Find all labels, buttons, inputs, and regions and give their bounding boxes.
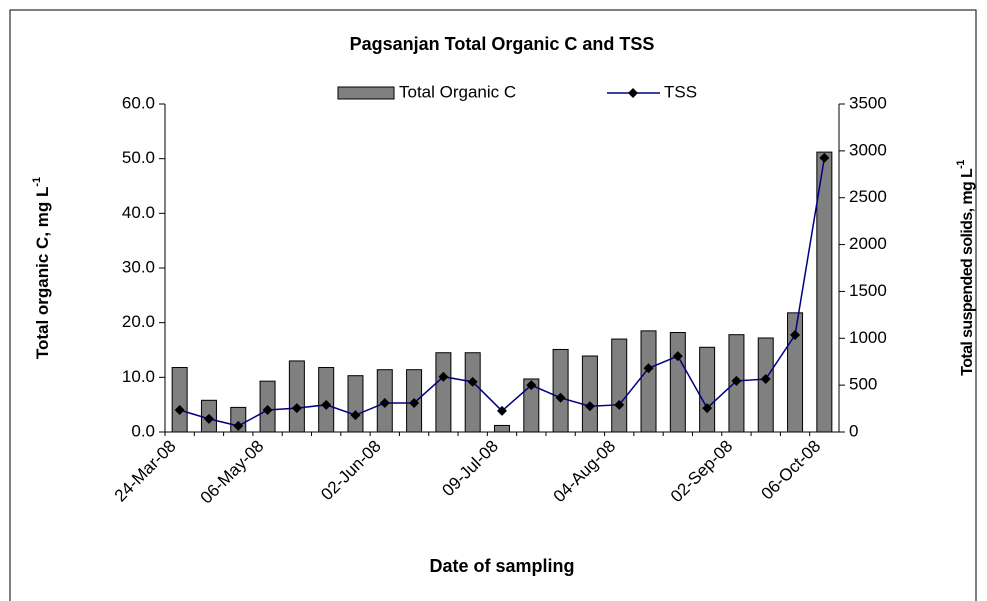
y2-tick-label: 0 [849, 421, 858, 440]
y2-axis-label-text: Total suspended solids, mg L [959, 168, 976, 376]
bar [757, 337, 774, 433]
marker [379, 397, 390, 408]
frame [9, 9, 977, 601]
marker [790, 330, 801, 341]
marker [409, 397, 420, 408]
y-tick-label: 50.0 [122, 148, 155, 167]
marker [350, 410, 361, 421]
legend-label: TSS [664, 82, 697, 101]
y-axis-label: Total organic C, mg L-1 [31, 177, 53, 359]
marker [702, 403, 713, 414]
y-tick-label: 0.0 [131, 421, 155, 440]
bar [640, 330, 657, 433]
marker [555, 392, 566, 403]
bar [523, 378, 540, 433]
marker [760, 374, 771, 385]
bar [611, 338, 628, 433]
bar [669, 332, 686, 433]
y-axis-label-text: Total organic C, mg L [33, 187, 52, 360]
bar [464, 352, 481, 433]
y2-tick-label: 2500 [849, 187, 887, 206]
y2-tick-label: 3500 [849, 93, 887, 112]
bar [816, 151, 833, 433]
y2-tick-label: 2000 [849, 234, 887, 253]
bar [347, 375, 364, 433]
y-tick-label: 40.0 [122, 203, 155, 222]
marker [467, 376, 478, 387]
chart-title: Pagsanjan Total Organic C and TSS [350, 34, 655, 54]
y-tick-label: 60.0 [122, 93, 155, 112]
bar [288, 360, 305, 433]
y-tick-label: 30.0 [122, 257, 155, 276]
y-tick-label: 10.0 [122, 367, 155, 386]
bar [699, 346, 716, 433]
marker [819, 152, 830, 163]
marker [203, 413, 214, 424]
bar [435, 352, 452, 433]
y-tick-label: 20.0 [122, 312, 155, 331]
marker [614, 399, 625, 410]
y2-axis-label: Total suspended solids, mg L-1 [955, 160, 976, 376]
marker [291, 403, 302, 414]
y2-axis-label-sup: -1 [955, 160, 967, 169]
x-axis-label: Date of sampling [429, 556, 574, 576]
bar [494, 424, 510, 433]
marker [497, 405, 507, 416]
y-axis-label-sup: -1 [31, 177, 43, 187]
legend-swatch [337, 86, 395, 100]
marker [262, 404, 273, 415]
marker [174, 404, 185, 415]
marker [672, 351, 683, 362]
bar [318, 366, 335, 433]
legend-marker [628, 88, 638, 98]
marker [233, 420, 244, 431]
y2-tick-label: 500 [849, 375, 877, 394]
legend-label: Total Organic C [399, 82, 516, 101]
marker [526, 380, 537, 391]
bar [171, 366, 188, 433]
marker [584, 401, 595, 412]
y2-tick-label: 1500 [849, 281, 887, 300]
marker [643, 363, 654, 374]
bar [581, 355, 598, 433]
marker [731, 375, 742, 386]
y2-tick-label: 3000 [849, 140, 887, 159]
marker [321, 399, 332, 410]
bar [787, 312, 804, 433]
bar [552, 348, 569, 433]
marker [438, 371, 449, 382]
y2-tick-label: 1000 [849, 328, 887, 347]
